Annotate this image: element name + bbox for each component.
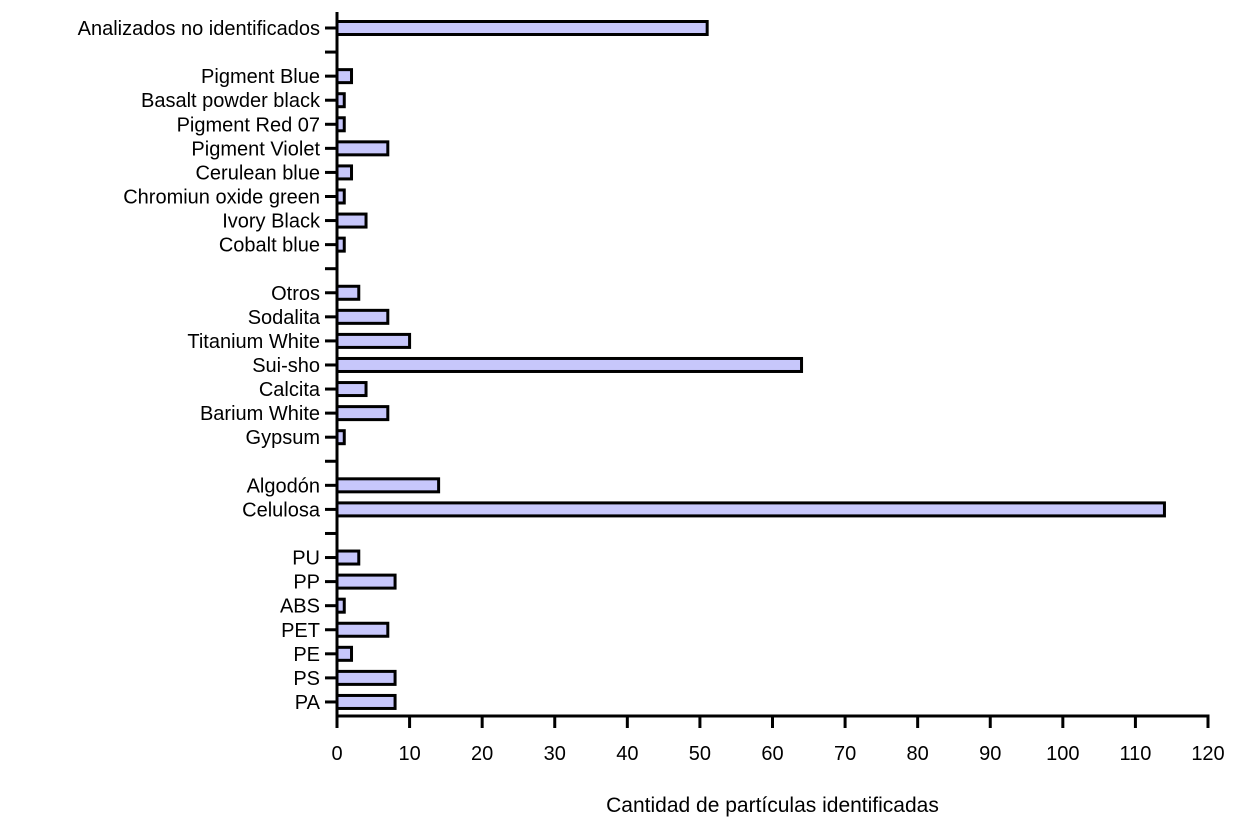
y-tick-label: PET	[281, 620, 320, 642]
x-tick-label: 0	[331, 743, 342, 765]
bar	[335, 693, 397, 710]
y-tick-label: Algodón	[247, 475, 320, 497]
x-tick-label: 120	[1191, 743, 1224, 765]
bar	[335, 549, 361, 566]
y-tick-label: PA	[295, 692, 321, 714]
y-tick-label: Analizados no identificados	[78, 18, 320, 40]
y-tick-label: Calcita	[259, 379, 321, 401]
x-axis-ticks: 0 10 20 30 40 50 60 70 80 90 100 110 120	[331, 716, 1225, 765]
y-tick-label: Ivory Black	[222, 211, 321, 233]
x-tick-label: 90	[979, 743, 1001, 765]
bar	[335, 68, 354, 85]
bar	[335, 669, 397, 686]
y-tick-label: Cobalt blue	[219, 235, 320, 257]
y-tick-label: PU	[292, 548, 320, 570]
bar	[335, 284, 361, 301]
x-tick-label: 70	[834, 743, 856, 765]
x-tick-label: 100	[1046, 743, 1079, 765]
x-tick-label: 60	[761, 743, 783, 765]
bar	[335, 308, 390, 325]
x-axis-title: Cantidad de partículas identificadas	[606, 794, 939, 817]
y-tick-label: Celulosa	[242, 499, 321, 521]
x-tick-label: 80	[907, 743, 929, 765]
y-tick-label: PS	[293, 668, 320, 690]
y-tick-label: Cerulean blue	[195, 162, 320, 184]
y-tick-label: Basalt powder black	[141, 90, 321, 112]
y-tick-label: Sodalita	[248, 307, 321, 329]
bar	[335, 573, 397, 590]
bar	[335, 477, 441, 494]
y-tick-label: Titanium White	[187, 331, 320, 353]
x-tick-label: 50	[689, 743, 711, 765]
bar	[335, 20, 709, 36]
y-tick-label: ABS	[280, 596, 320, 618]
bar	[335, 140, 390, 157]
y-tick-label: Barium White	[200, 403, 320, 425]
x-tick-label: 40	[616, 743, 638, 765]
x-tick-label: 110	[1119, 743, 1151, 765]
y-tick-label: Chromiun oxide green	[123, 186, 320, 208]
bar	[335, 356, 804, 373]
y-tick-label: Sui-sho	[252, 355, 320, 377]
bar	[335, 405, 390, 422]
bar	[335, 332, 412, 349]
y-tick-label: Otros	[271, 283, 320, 305]
x-tick-label: 10	[398, 743, 420, 765]
y-tick-label: PP	[293, 572, 320, 594]
bar	[335, 501, 1166, 518]
bar	[335, 212, 368, 229]
bar	[335, 645, 354, 662]
y-tick-label: PE	[293, 644, 320, 666]
x-tick-label: 20	[471, 743, 493, 765]
y-tick-label: Gypsum	[246, 427, 320, 449]
y-tick-label: Pigment Red 07	[177, 114, 320, 136]
bar	[335, 164, 354, 181]
y-tick-label: Pigment Blue	[201, 66, 320, 88]
bar	[335, 381, 368, 398]
bars-group	[335, 20, 1166, 710]
bar	[335, 621, 390, 638]
y-tick-label: Pigment Violet	[191, 138, 320, 160]
x-tick-label: 30	[544, 743, 566, 765]
